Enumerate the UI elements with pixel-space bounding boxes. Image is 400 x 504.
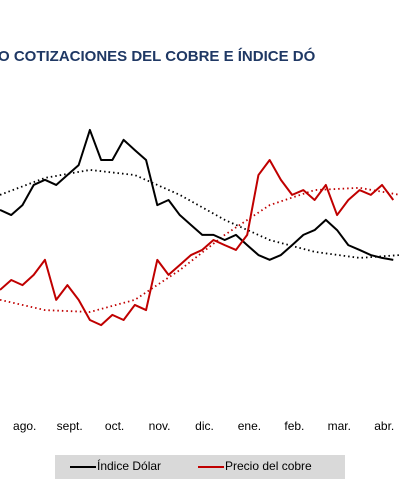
series-line <box>0 128 394 261</box>
legend-label: Índice Dólar <box>97 458 161 473</box>
series-line <box>0 159 395 327</box>
x-tick-label: feb. <box>284 419 304 433</box>
x-tick-label: ago. <box>13 419 36 433</box>
x-tick-label: abr. <box>374 419 394 433</box>
legend-label: Precio del cobre <box>225 459 312 473</box>
trend-line <box>0 169 400 259</box>
x-tick-label: mar. <box>328 419 351 433</box>
trend-line <box>0 186 400 313</box>
x-tick-label: nov. <box>149 419 171 433</box>
x-tick-label: ene. <box>238 419 261 433</box>
x-tick-label: sept. <box>57 419 83 433</box>
chart-title: O COTIZACIONES DEL COBRE E ÍNDICE DÓ <box>0 47 316 65</box>
x-tick-label: dic. <box>195 419 214 433</box>
x-tick-label: oct. <box>105 419 124 433</box>
